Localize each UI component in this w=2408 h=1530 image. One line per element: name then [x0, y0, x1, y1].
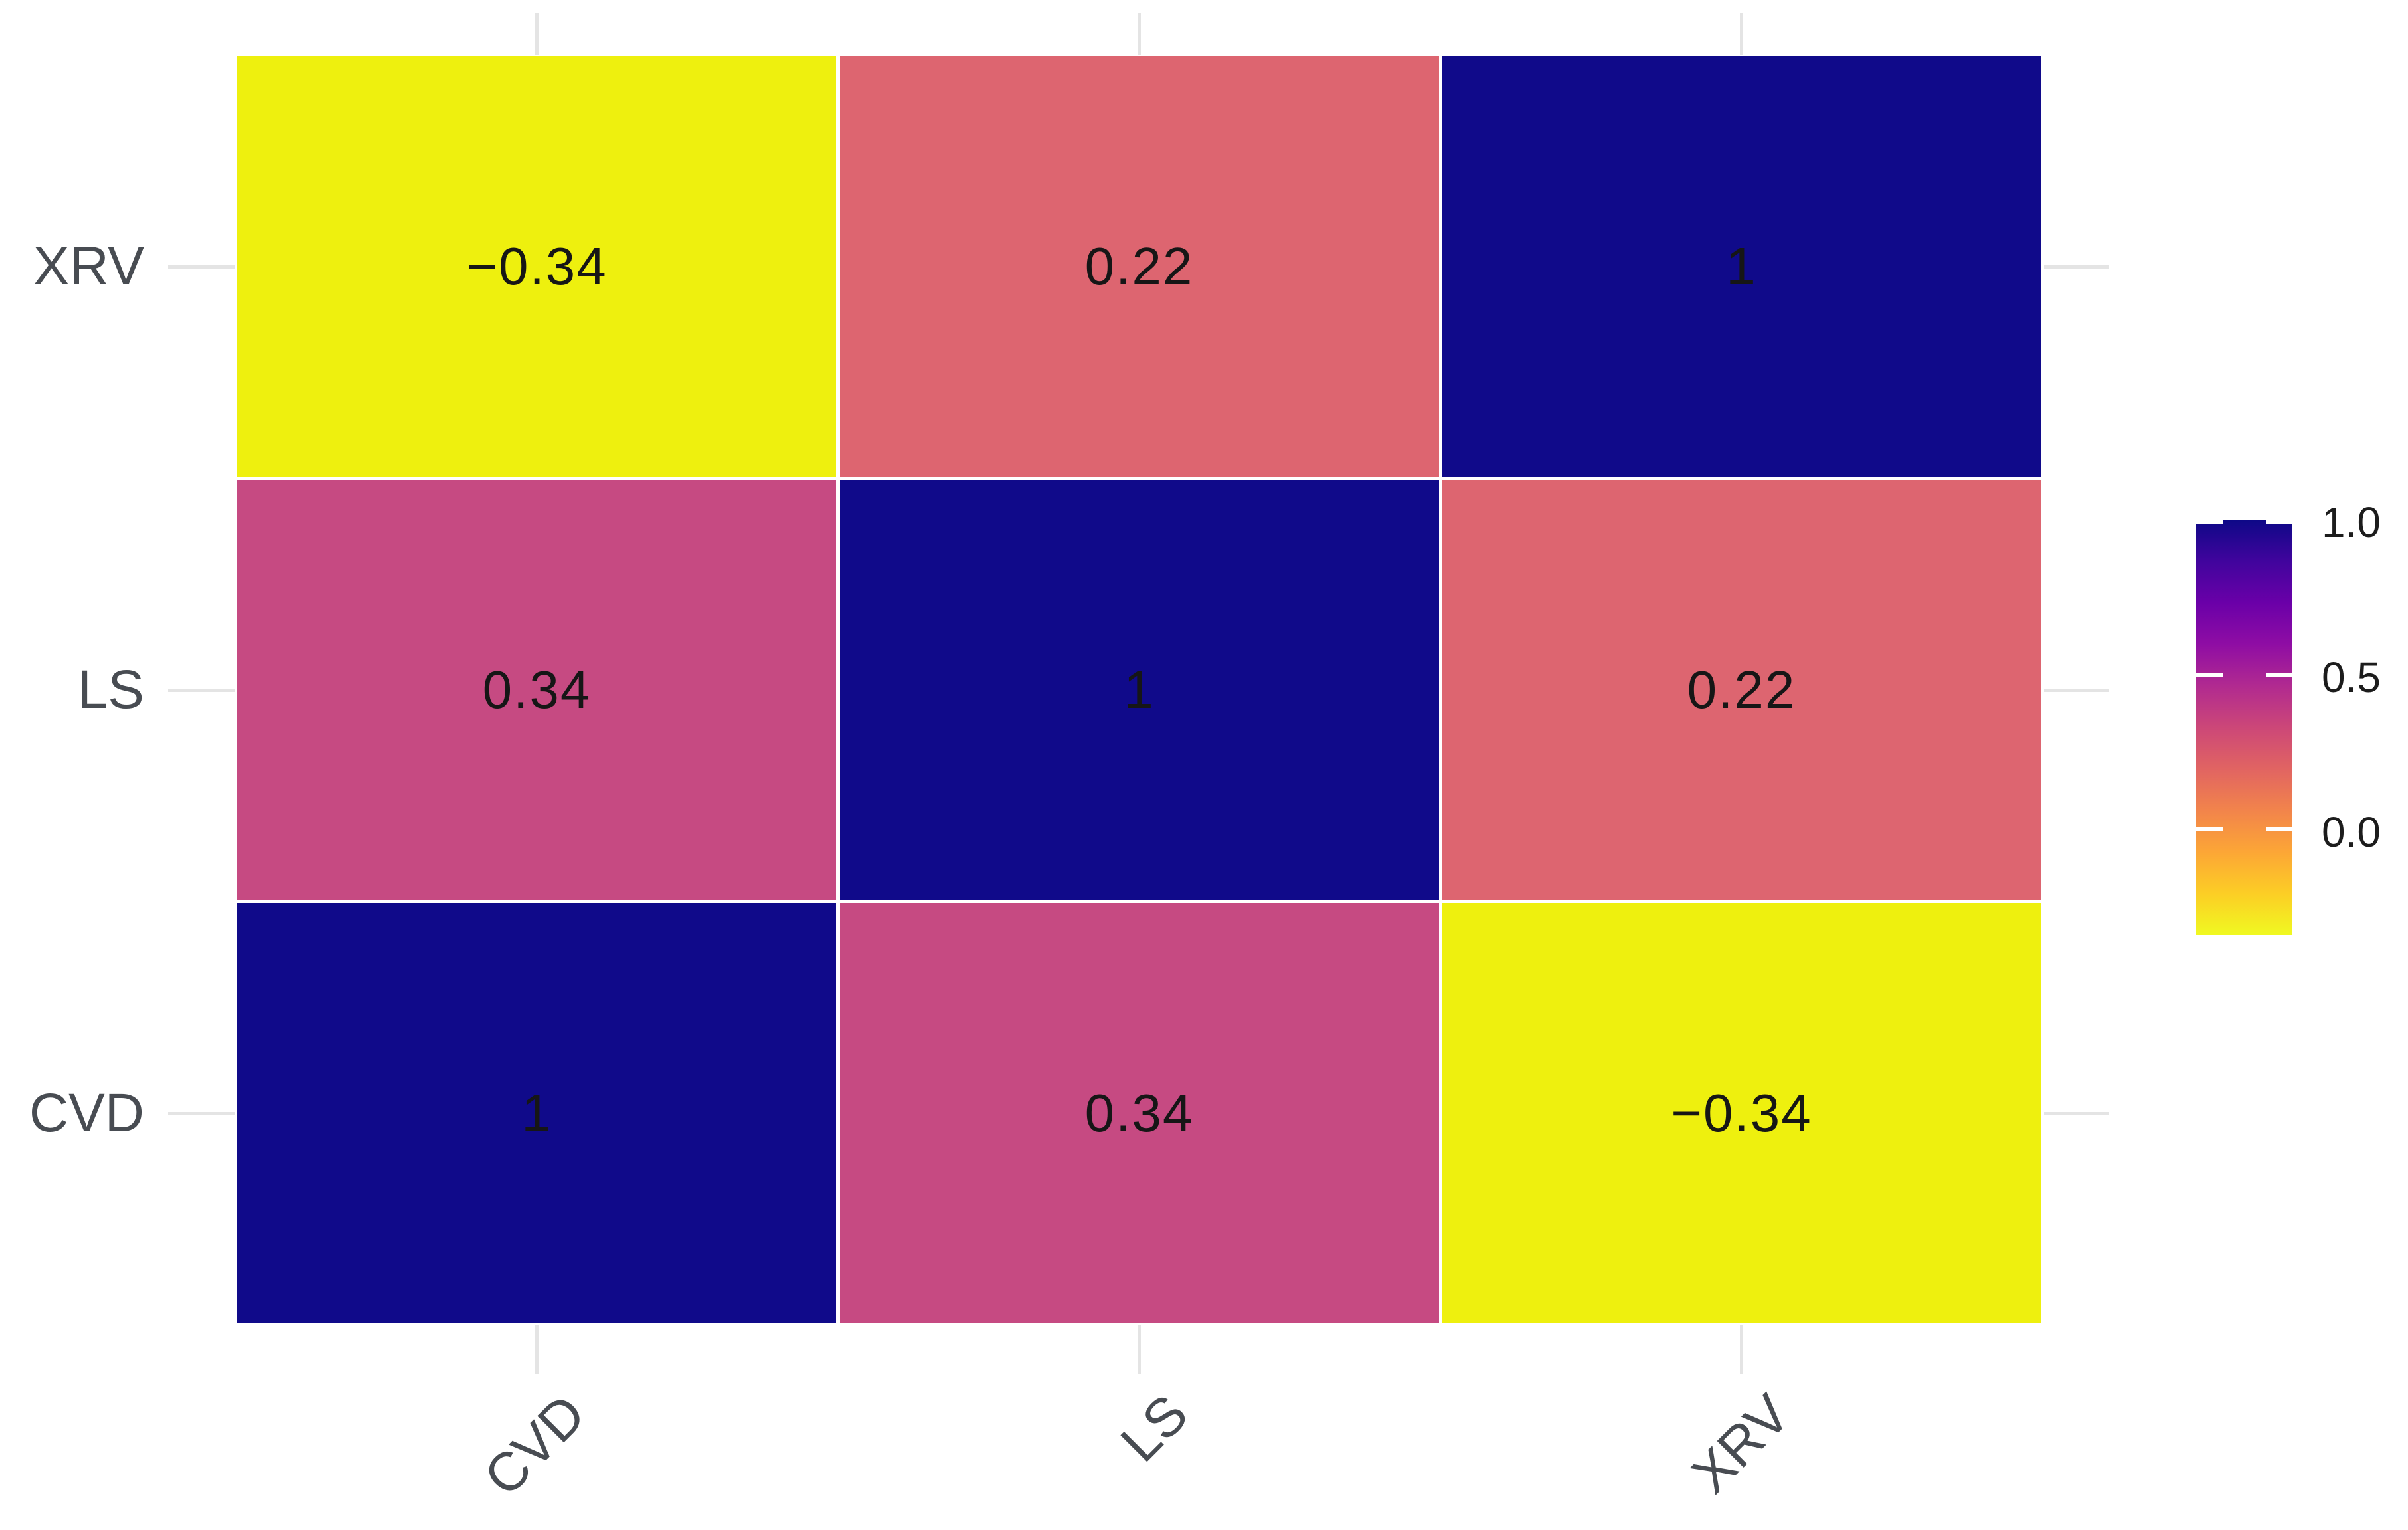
gridline-vertical-top — [1137, 13, 1141, 55]
gridline-vertical-bottom — [535, 1325, 539, 1374]
heatmap-cell: −0.34 — [237, 56, 836, 477]
x-axis-label: CVD — [473, 1383, 597, 1508]
y-axis-label: LS — [77, 659, 144, 720]
heatmap-cell: 1 — [237, 903, 836, 1323]
gridline-horizontal-left — [168, 265, 235, 269]
cell-value: 1 — [1124, 660, 1155, 719]
colorbar-tick — [2196, 520, 2223, 524]
y-axis-label: XRV — [33, 236, 144, 296]
gridline-horizontal-right — [2044, 1111, 2109, 1115]
gridline-vertical-top — [1739, 13, 1743, 55]
gridline-horizontal-right — [2044, 265, 2109, 269]
heatmap-cell: 0.34 — [237, 480, 836, 900]
colorbar-tick — [2196, 827, 2223, 832]
gridline-vertical-bottom — [1137, 1325, 1141, 1374]
colorbar-tick-label: 1.0 — [2322, 498, 2381, 546]
gridline-vertical-top — [535, 13, 539, 55]
heatmap-cell: 0.22 — [840, 56, 1439, 477]
heatmap-cell: −0.34 — [1442, 903, 2041, 1323]
heatmap-cell: 1 — [1442, 56, 2041, 477]
heatmap-cell: 1 — [840, 480, 1439, 900]
colorbar-tick — [2266, 827, 2292, 832]
colorbar-tick — [2266, 673, 2292, 677]
cell-value: −0.34 — [466, 237, 608, 296]
cell-value: 0.34 — [482, 660, 592, 719]
cell-value: 1 — [1726, 237, 1757, 296]
gridline-horizontal-left — [168, 1111, 235, 1115]
y-axis-label: CVD — [29, 1083, 144, 1143]
cell-value: 1 — [521, 1083, 552, 1143]
colorbar-gradient — [2196, 520, 2292, 935]
gridline-horizontal-right — [2044, 688, 2109, 692]
colorbar-tick — [2196, 673, 2223, 677]
x-axis-label: LS — [1109, 1383, 1199, 1474]
x-axis-label: XRV — [1680, 1383, 1802, 1505]
heatmap-cell: 0.34 — [840, 903, 1439, 1323]
colorbar-tick — [2266, 520, 2292, 524]
gridline-horizontal-left — [168, 688, 235, 692]
cell-value: 0.22 — [1687, 660, 1796, 719]
colorbar-tick-label: 0.5 — [2322, 653, 2381, 702]
cell-value: 0.34 — [1084, 1083, 1194, 1143]
gridline-vertical-bottom — [1739, 1325, 1743, 1374]
heatmap-cell: 0.22 — [1442, 480, 2041, 900]
colorbar-tick-label: 0.0 — [2322, 808, 2381, 857]
cell-value: −0.34 — [1671, 1083, 1812, 1143]
cell-value: 0.22 — [1084, 237, 1194, 296]
